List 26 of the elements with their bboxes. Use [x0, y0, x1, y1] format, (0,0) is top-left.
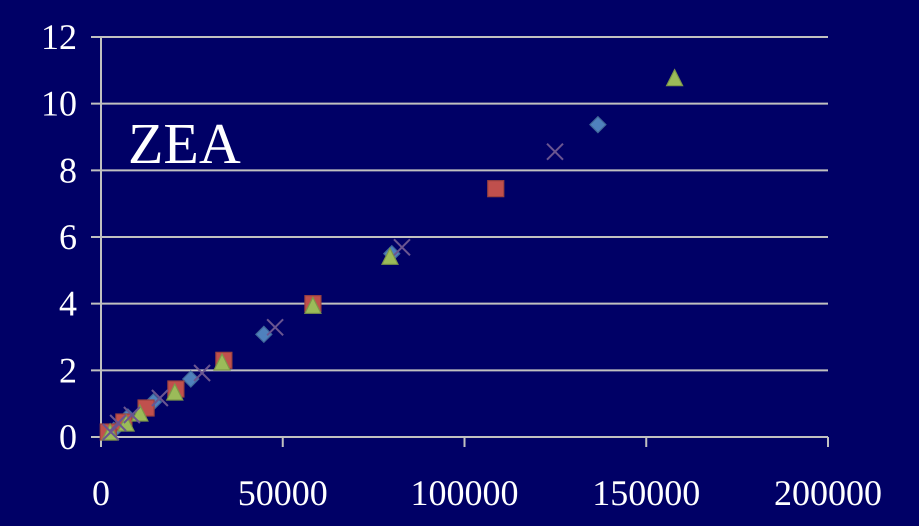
y-tick-label: 4 — [59, 284, 77, 324]
y-tick-label: 12 — [41, 17, 77, 57]
y-tick-label: 2 — [59, 350, 77, 390]
y-tick-label: 6 — [59, 217, 77, 257]
y-tick-label: 0 — [59, 417, 77, 457]
point — [255, 326, 272, 343]
point — [487, 180, 504, 198]
point — [166, 383, 184, 401]
point — [109, 414, 128, 432]
point — [193, 364, 212, 382]
point — [150, 389, 169, 407]
point — [589, 116, 607, 134]
x-tick-label: 0 — [92, 473, 110, 513]
point — [266, 318, 284, 336]
x-tick-label: 200000 — [774, 473, 882, 513]
point — [392, 238, 411, 256]
text: ZEA — [128, 111, 241, 176]
x-tick-label: 50000 — [238, 473, 328, 513]
point — [546, 142, 564, 161]
x-tick-label: 150000 — [592, 473, 700, 513]
y-tick-label: 8 — [59, 150, 77, 190]
y-tick-label: 10 — [41, 84, 77, 124]
point — [182, 370, 200, 388]
x-tick-label: 100000 — [410, 473, 518, 513]
point — [122, 406, 141, 424]
point — [666, 69, 684, 86]
